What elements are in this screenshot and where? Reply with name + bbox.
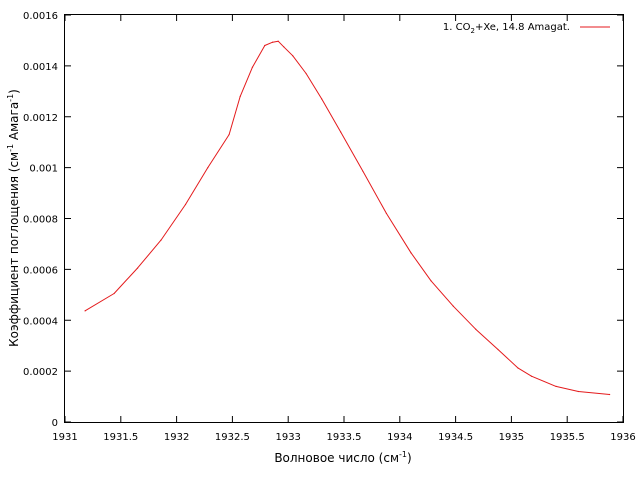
data-point <box>430 280 432 282</box>
data-point <box>530 375 533 377</box>
data-point <box>410 252 412 254</box>
data-point <box>292 55 294 57</box>
data-point <box>277 40 279 42</box>
data-point <box>160 239 162 241</box>
data-point <box>475 328 477 330</box>
series-line-co2-xe <box>84 40 610 395</box>
data-point <box>517 367 519 369</box>
legend-entry-label: 1. CO2+Xe, 14.8 Amagat. <box>443 22 570 35</box>
x-tick-labels: 1931 1931.5 1932 1932.5 1933 1933.5 1934 1934.5… <box>52 432 635 443</box>
data-point <box>84 310 86 312</box>
x-tick-label: 1933 <box>275 432 300 443</box>
data-point <box>555 385 557 387</box>
x-tick-label: 1933.5 <box>327 432 362 443</box>
data-point <box>184 203 187 206</box>
y-tick-label: 0.0008 <box>23 215 58 226</box>
y-tick-label: 0.0016 <box>23 11 58 22</box>
y-axis-label: Коэффициент поглощения (см-1 Амага-1) <box>6 89 21 347</box>
series-points <box>84 40 611 396</box>
data-point <box>136 267 139 269</box>
y-tick-label: 0.0002 <box>23 367 58 378</box>
data-point <box>251 66 254 68</box>
x-tick-label: 1935 <box>499 432 524 443</box>
x-tick-label: 1931.5 <box>103 432 138 443</box>
x-tick-label: 1936 <box>610 432 635 443</box>
data-point <box>452 305 454 307</box>
data-point <box>283 46 285 48</box>
data-point <box>264 44 266 47</box>
x-tick-label: 1934.5 <box>438 432 473 443</box>
y-tick-label: 0.0012 <box>23 113 58 124</box>
data-point <box>340 131 342 133</box>
x-tick-label: 1932.5 <box>215 432 250 443</box>
data-point <box>271 41 274 43</box>
data-point <box>239 95 241 97</box>
y-tick-label: 0.001 <box>29 164 58 175</box>
legend: 1. CO2+Xe, 14.8 Amagat. <box>443 22 610 35</box>
data-point <box>321 98 323 100</box>
x-tick-label: 1932 <box>164 432 189 443</box>
x-tick-label: 1934 <box>387 432 412 443</box>
data-point <box>385 212 388 215</box>
y-tick-label: 0 <box>52 418 58 429</box>
axis-ticks <box>64 14 624 423</box>
x-tick-label: 1935.5 <box>550 432 585 443</box>
x-tick-label: 1931 <box>52 432 77 443</box>
data-point <box>609 393 611 396</box>
data-point <box>362 170 364 173</box>
y-tick-labels: 0 0.0002 0.0004 0.0006 0.0008 0.001 0.0012 0.00… <box>23 11 58 429</box>
y-tick-label: 0.0006 <box>23 265 58 276</box>
data-point <box>577 390 579 393</box>
data-point <box>497 348 499 351</box>
data-point <box>228 133 230 136</box>
y-tick-label: 0.0014 <box>23 62 58 73</box>
data-point <box>113 292 115 295</box>
data-point <box>305 72 307 75</box>
data-point <box>207 167 209 169</box>
y-tick-label: 0.0004 <box>23 316 58 327</box>
x-axis-label: Волновое число (см-1) <box>274 450 411 465</box>
plot-frame <box>64 14 624 423</box>
